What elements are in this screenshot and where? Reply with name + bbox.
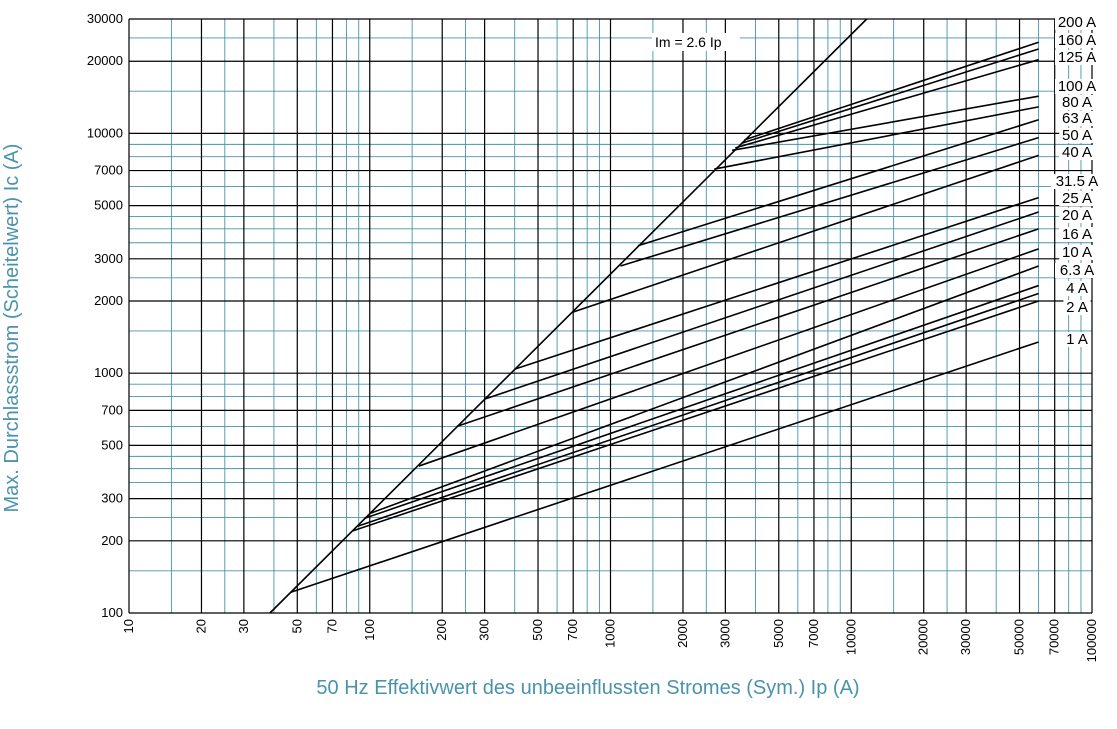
curve-label: 200 A [1058, 14, 1096, 31]
x-tick-label: 7000 [806, 619, 821, 648]
x-tick-label: 10 [121, 619, 136, 633]
y-tick-label: 300 [101, 491, 123, 506]
fuse-curve [364, 284, 1039, 520]
curve-label: 100 A [1058, 78, 1096, 95]
fuse-curve [744, 41, 1039, 141]
curve-label-bg [1055, 33, 1099, 48]
x-tick-label: 50000 [1012, 619, 1027, 655]
fuse-curve [484, 211, 1039, 400]
x-tick-label: 3000 [717, 619, 732, 648]
curve-label-bg [1050, 174, 1104, 189]
y-tick-label: 1000 [94, 365, 123, 380]
x-tick-label: 30000 [958, 619, 973, 655]
reference-line [269, 18, 868, 614]
curve-label: 20 A [1062, 207, 1092, 224]
fuse-curve [637, 119, 1039, 247]
curve-label: 63 A [1062, 110, 1092, 127]
x-tick-label: 5000 [771, 619, 786, 648]
curve-label: 16 A [1062, 226, 1092, 243]
x-tick-label: 700 [565, 619, 580, 641]
x-tick-label: 300 [477, 619, 492, 641]
fuse-curve [418, 248, 1039, 467]
curve-label-bg [1059, 128, 1095, 143]
curve-label: 2 A [1066, 299, 1088, 316]
x-axis-title: 50 Hz Effektivwert des unbeeinflussten S… [316, 677, 859, 699]
x-tick-label: 500 [530, 619, 545, 641]
x-tick-label: 200 [434, 619, 449, 641]
y-tick-label: 2000 [94, 293, 123, 308]
curve-label: 125 A [1058, 49, 1096, 66]
fuse-curve [456, 228, 1039, 428]
curve-label-bg [1055, 79, 1099, 94]
curve-label: 6.3 A [1060, 262, 1094, 279]
reference-annotation-group: Im = 2.6 Ip [652, 33, 740, 51]
x-tick-label: 20000 [916, 619, 931, 655]
y-tick-label: 10000 [87, 125, 123, 140]
x-tick-label: 30 [236, 619, 251, 633]
fuse-curve [731, 95, 1039, 152]
fuse-curve [352, 300, 1039, 532]
curve-label-bg [1059, 208, 1095, 223]
reference-annotation: Im = 2.6 Ip [655, 34, 722, 50]
fuse-curve [714, 106, 1039, 170]
y-axis-title: Max. Durchlassstrom (Scheitelwert) Ic (A… [1, 144, 23, 513]
fuse-curve [735, 58, 1039, 149]
x-tick-label: 2000 [675, 619, 690, 648]
x-tick-labels: 10 20 30 50 70 100 200 300 500 700 1000 2000 3000 500… [121, 619, 1099, 662]
y-tick-label: 700 [101, 402, 123, 417]
curve-label: 50 A [1062, 127, 1092, 144]
y-tick-label: 3000 [94, 251, 123, 266]
curve-label: 40 A [1062, 144, 1092, 161]
x-tick-label: 50 [289, 619, 304, 633]
x-tick-label: 70000 [1047, 619, 1062, 655]
y-tick-labels: 100 200 300 500 700 1000 2000 3000 5000 7000 10000… [87, 11, 123, 620]
curve-label-bg [1059, 111, 1095, 126]
curve-label: 80 A [1062, 94, 1092, 111]
fuse-curve [514, 196, 1039, 370]
major-grid [128, 18, 1093, 614]
x-tick-label: 20 [193, 619, 208, 633]
x-tick-label: 10000 [843, 619, 858, 655]
x-tick-label: 70 [324, 619, 339, 633]
curve-label-bg [1055, 50, 1099, 65]
fuse-curve [620, 136, 1039, 267]
curve-label: 31.5 A [1056, 173, 1099, 190]
curve-label: 160 A [1058, 32, 1096, 49]
curve-label-bg [1059, 95, 1095, 110]
fuse-curve [369, 265, 1039, 515]
fuse-curve [357, 292, 1039, 528]
fuse-curve [741, 48, 1039, 144]
curve-label-bg [1059, 227, 1095, 242]
curve-label: 1 A [1066, 331, 1088, 348]
curve-label-bg [1059, 145, 1095, 160]
fuse-curve [572, 154, 1039, 313]
x-tick-label: 1000 [603, 619, 618, 648]
y-tick-label: 200 [101, 533, 123, 548]
curve-label-bg [1055, 15, 1099, 30]
curve-label: 4 A [1066, 280, 1088, 297]
curve-label-bg [1059, 245, 1095, 260]
x-tick-label: 100 [362, 619, 377, 641]
y-tick-label: 30000 [87, 11, 123, 26]
y-tick-label: 20000 [87, 53, 123, 68]
fuse-curve [290, 341, 1039, 594]
curve-label-bg [1055, 263, 1099, 278]
y-tick-label: 5000 [94, 198, 123, 213]
y-tick-label: 7000 [94, 163, 123, 178]
curve-label-bg [1063, 332, 1091, 347]
curve-label-bg [1063, 300, 1091, 315]
y-tick-label: 100 [101, 605, 123, 620]
curves-group [269, 18, 1039, 614]
curve-label-bg [1059, 191, 1095, 206]
curve-label: 10 A [1062, 244, 1092, 261]
curve-label: 25 A [1062, 190, 1092, 207]
y-tick-label: 500 [101, 437, 123, 452]
curve-label-bg [1063, 281, 1091, 296]
x-tick-label: 100000 [1084, 619, 1099, 662]
